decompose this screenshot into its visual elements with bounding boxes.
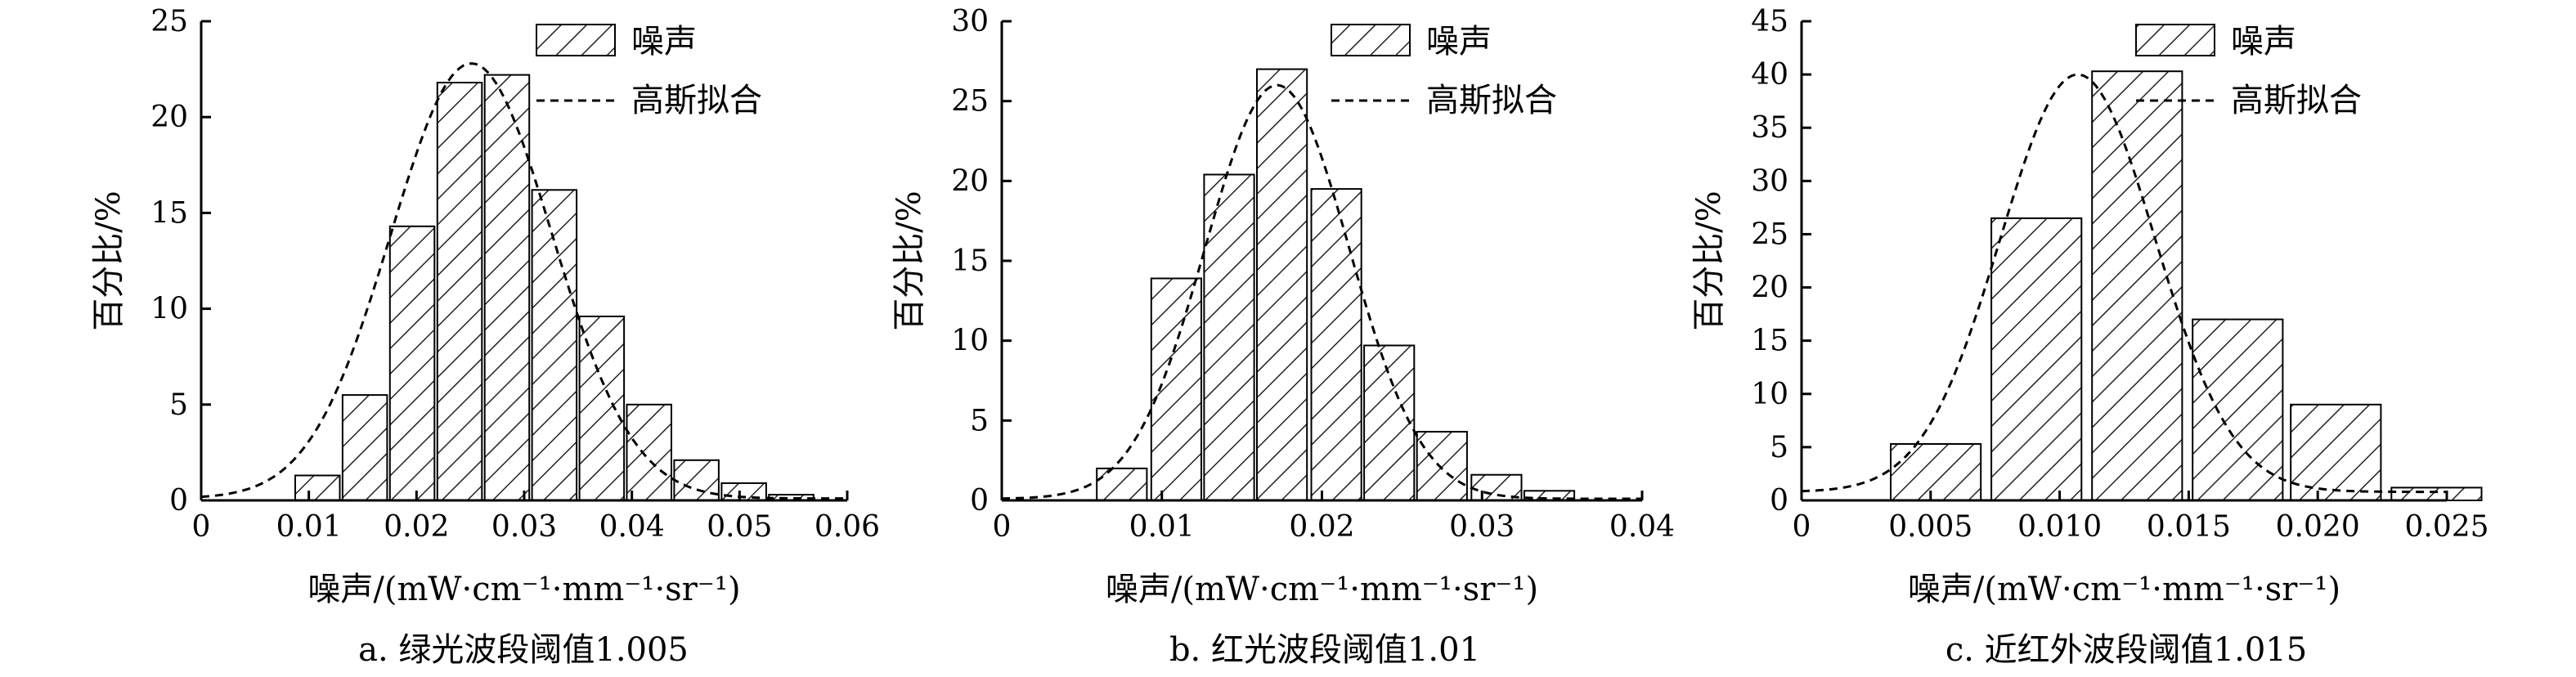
y-tick-label: 15 <box>150 196 188 230</box>
histogram-bar <box>1416 431 1468 501</box>
legend-noise-swatch <box>2135 24 2215 56</box>
y-tick-label: 0 <box>169 484 188 518</box>
chart-caption: c. 近红外波段阈值1.015 <box>1945 631 2307 669</box>
histogram-bar <box>1990 217 2083 501</box>
y-tick-label: 25 <box>1751 217 1788 251</box>
histogram-bar <box>2290 403 2382 501</box>
y-tick-label: 20 <box>1751 271 1788 305</box>
histogram-bar <box>341 394 388 501</box>
legend-noise-label: 噪声 <box>1426 23 1492 61</box>
x-axis-label: 噪声/(mW·cm⁻¹·mm⁻¹·sr⁻¹) <box>1106 571 1538 608</box>
x-tick-label: 0 <box>1793 510 1811 544</box>
legend-noise-label: 噪声 <box>631 23 697 61</box>
histogram-bar <box>1310 188 1362 501</box>
x-tick-label: 0 <box>993 510 1012 544</box>
y-tick-label: 40 <box>1751 58 1788 92</box>
x-tick-label: 0.06 <box>815 510 880 544</box>
histogram-bar <box>2390 486 2483 502</box>
x-tick-label: 0.04 <box>1609 510 1675 544</box>
histogram-bar <box>1203 173 1255 501</box>
x-tick-label: 0.03 <box>491 510 557 544</box>
x-tick-label: 0.05 <box>707 510 772 544</box>
x-tick-label: 0.03 <box>1449 510 1515 544</box>
y-tick-label: 0 <box>970 484 989 518</box>
legend-fit-label: 高斯拟合 <box>631 82 762 119</box>
y-tick-label: 20 <box>150 101 188 134</box>
x-tick-label: 0.010 <box>2017 510 2102 544</box>
legend-fit-label: 高斯拟合 <box>2231 82 2362 119</box>
y-tick-label: 15 <box>1751 325 1788 358</box>
y-tick-label: 10 <box>951 325 989 358</box>
y-tick-label: 30 <box>1751 164 1788 198</box>
gaussian-fit-curve <box>1801 73 2447 494</box>
y-tick-label: 25 <box>150 5 188 38</box>
histogram-bar <box>626 403 672 501</box>
histogram-bar <box>531 189 578 502</box>
y-tick-label: 5 <box>970 404 989 437</box>
x-tick-label: 0.01 <box>276 510 342 544</box>
chart-c: 0 0.005 0.010 0.015 0.020 0.025 0 5 10 15 20 25 30 35… <box>1690 5 2489 669</box>
histogram-bar <box>578 316 626 501</box>
histogram-bar <box>1096 467 1148 502</box>
y-tick-label: 30 <box>951 5 989 38</box>
x-axis-label: 噪声/(mW·cm⁻¹·mm⁻¹·sr⁻¹) <box>1908 571 2340 608</box>
histogram-bar <box>1256 68 1308 502</box>
x-tick-label: 0.020 <box>2276 510 2360 544</box>
y-tick-label: 25 <box>951 85 989 119</box>
x-tick-label: 0.01 <box>1129 510 1195 544</box>
x-tick-label: 0.025 <box>2404 510 2488 544</box>
x-tick-label: 0.02 <box>1289 510 1354 544</box>
histogram-bar <box>388 225 436 501</box>
legend-noise-label: 噪声 <box>2231 23 2296 61</box>
x-axis-label: 噪声/(mW·cm⁻¹·mm⁻¹·sr⁻¹) <box>307 571 740 608</box>
y-axis-label: 百分比/% <box>90 191 128 330</box>
y-tick-label: 0 <box>1770 484 1788 518</box>
y-tick-label: 5 <box>1770 431 1788 464</box>
histogram-bar <box>436 82 483 501</box>
y-axis-label: 百分比/% <box>1690 191 1728 330</box>
chart-a: 0 0.01 0.02 0.03 0.04 0.05 0.06 0 5 10 15 20 25 噪声/(m… <box>90 5 880 669</box>
x-tick-label: 0.04 <box>599 510 665 544</box>
y-tick-label: 45 <box>1751 5 1788 38</box>
y-tick-label: 20 <box>951 164 989 198</box>
y-tick-label: 10 <box>1751 378 1788 411</box>
y-tick-label: 10 <box>150 293 188 326</box>
x-tick-label: 0.015 <box>2147 510 2231 544</box>
gaussian-fit-curve <box>1001 83 1642 500</box>
histogram-bar <box>1890 443 1982 501</box>
x-tick-label: 0.005 <box>1888 510 1972 544</box>
chart-caption: a. 绿光波段阈值1.005 <box>358 631 689 669</box>
chart-caption: b. 红光波段阈值1.01 <box>1169 631 1480 669</box>
chart-b: 0 0.01 0.02 0.03 0.04 0 5 10 15 20 25 30 噪声/(mW·cm⁻¹… <box>891 5 1675 669</box>
x-tick-label: 0 <box>192 510 211 544</box>
y-axis-label: 百分比/% <box>891 191 928 330</box>
histogram-bar <box>483 74 531 502</box>
legend-noise-swatch <box>1331 24 1411 56</box>
histogram-bar <box>1363 344 1416 501</box>
y-tick-label: 35 <box>1751 111 1788 145</box>
x-tick-label: 0.02 <box>384 510 449 544</box>
histogram-bar <box>294 474 341 501</box>
legend-fit-label: 高斯拟合 <box>1426 82 1557 119</box>
y-tick-label: 5 <box>169 388 188 422</box>
legend-noise-swatch <box>536 24 616 56</box>
histogram-bar <box>2091 70 2183 501</box>
y-tick-label: 15 <box>951 244 989 278</box>
